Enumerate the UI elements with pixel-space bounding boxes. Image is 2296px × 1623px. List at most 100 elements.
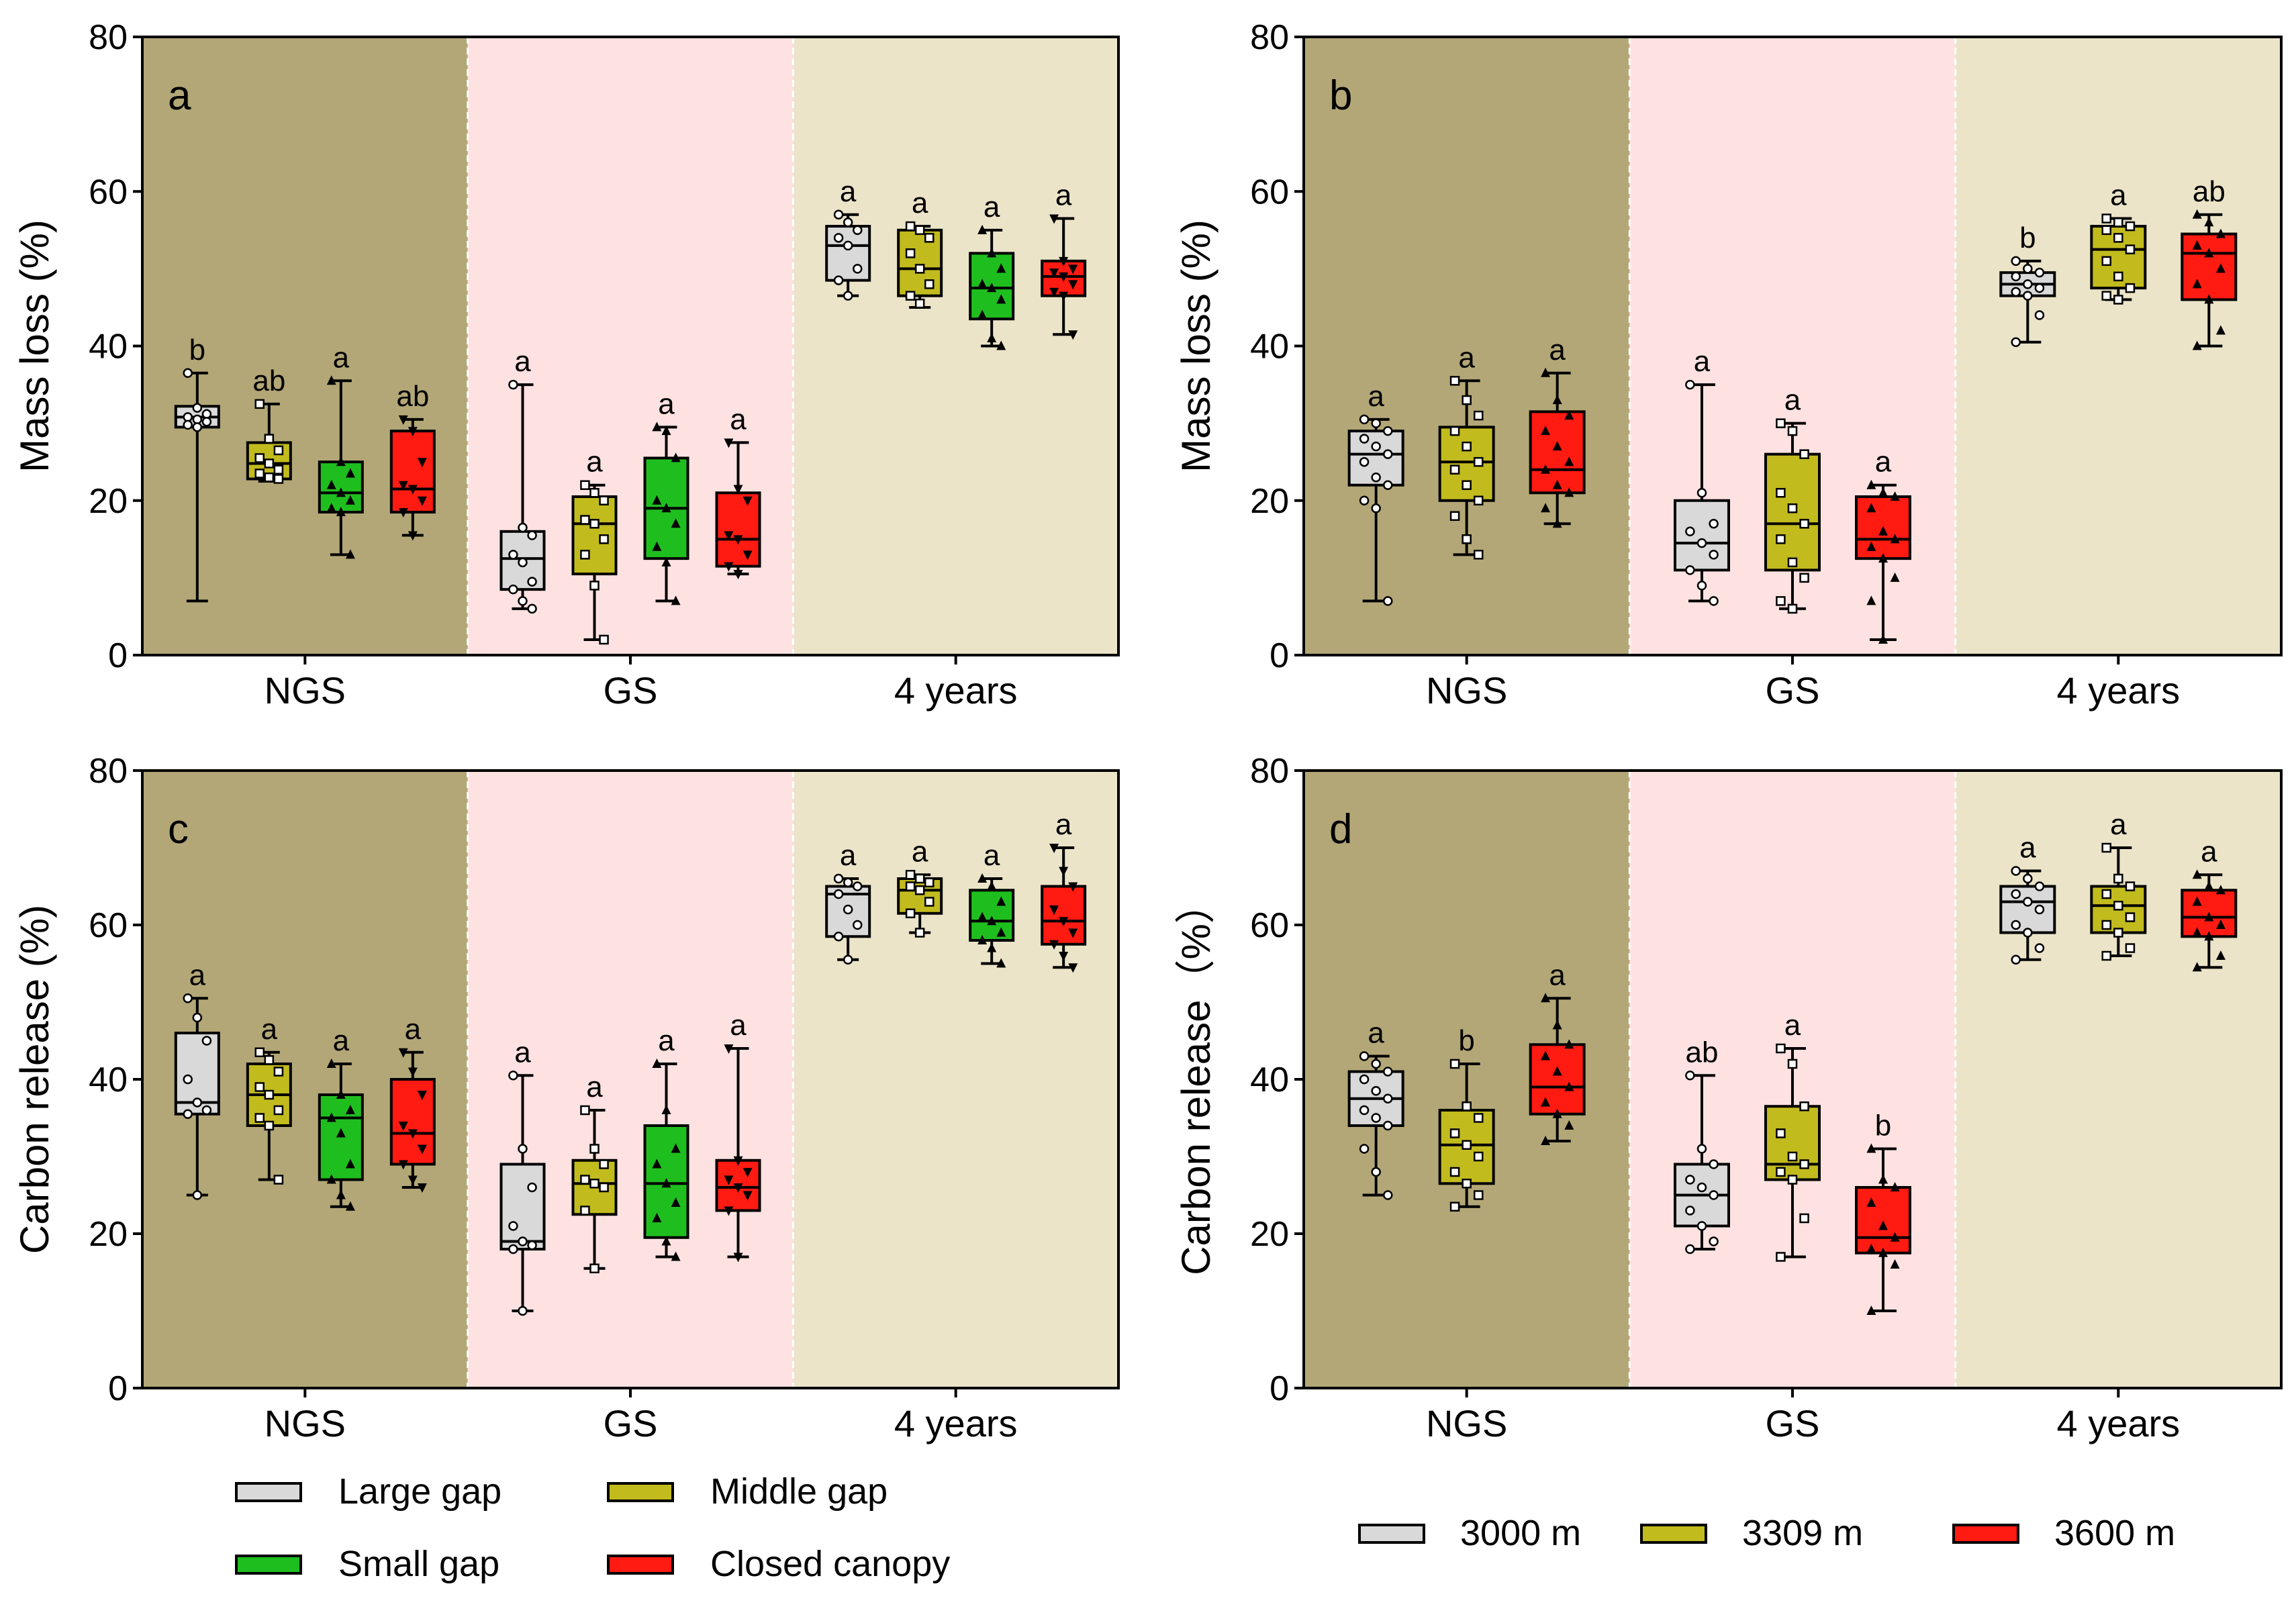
data-point — [987, 942, 997, 952]
data-point — [398, 415, 408, 425]
data-point — [905, 221, 916, 232]
data-point — [2192, 279, 2202, 289]
box-c-0-closed: a — [389, 1013, 436, 1193]
data-point — [518, 557, 528, 568]
data-point — [833, 209, 844, 220]
data-point — [1799, 573, 1809, 583]
data-point — [1541, 503, 1551, 513]
significance-letter: a — [2110, 808, 2127, 841]
data-point — [527, 577, 537, 587]
data-point — [264, 1089, 275, 1100]
data-point — [192, 1190, 203, 1200]
data-point — [1564, 487, 1574, 497]
box-c-2-small: a — [969, 839, 1015, 968]
x-category-label: NGS — [1426, 1402, 1507, 1444]
data-point — [589, 1144, 600, 1154]
significance-letter: a — [1875, 446, 1892, 479]
box-d-2-e3600: a — [2181, 835, 2238, 972]
data-point — [580, 480, 590, 490]
legend-label: 3600 m — [2054, 1513, 2175, 1553]
data-point — [408, 427, 418, 437]
data-point — [1049, 287, 1059, 297]
data-point — [1068, 963, 1078, 973]
data-point — [1787, 426, 1798, 436]
x-category-label: 4 years — [2057, 669, 2181, 711]
significance-letter: a — [912, 187, 928, 219]
legend-item-middle: Middle gap — [607, 1471, 888, 1512]
data-point — [589, 1263, 600, 1273]
data-point — [743, 1191, 753, 1201]
data-point — [924, 279, 935, 289]
y-axis-label: Carbon release (%) — [12, 905, 57, 1254]
box-c-1-large: a — [499, 1036, 546, 1316]
data-point — [1474, 495, 1484, 505]
data-point — [2101, 225, 2111, 236]
data-point — [599, 534, 609, 544]
data-point — [417, 1183, 427, 1193]
data-point — [1685, 1175, 1695, 1185]
significance-letter: a — [514, 345, 531, 378]
data-point — [508, 1071, 518, 1081]
data-point — [518, 1236, 528, 1246]
data-point — [2023, 873, 2033, 884]
data-point — [843, 240, 853, 251]
data-point — [996, 263, 1006, 273]
data-point — [724, 531, 734, 541]
box-c-2-closed: a — [1041, 808, 1087, 973]
data-point — [1371, 503, 1381, 513]
box-c-2-middle: a — [897, 835, 943, 938]
data-point — [1474, 410, 1484, 421]
data-point — [1371, 1113, 1381, 1123]
data-point — [1787, 1151, 1798, 1162]
significance-letter: a — [2019, 832, 2036, 865]
data-point — [2101, 842, 2111, 853]
data-point — [652, 541, 662, 551]
significance-letter: a — [1549, 334, 1566, 366]
significance-letter: a — [1055, 808, 1072, 841]
data-point — [905, 908, 916, 918]
box-d-0-e3000: a — [1347, 1017, 1404, 1200]
box-body — [2181, 232, 2238, 301]
box-c-1-small: a — [643, 1024, 689, 1261]
significance-letter: b — [1875, 1110, 1891, 1142]
data-point — [852, 920, 863, 930]
data-point — [1049, 844, 1059, 853]
data-point — [1866, 1143, 1876, 1153]
data-point — [996, 340, 1006, 350]
data-point — [1359, 495, 1370, 505]
data-point — [1049, 268, 1059, 279]
data-point — [1552, 479, 1562, 489]
data-point — [1878, 553, 1888, 563]
data-point — [671, 1143, 681, 1153]
legend-swatch — [235, 1555, 302, 1575]
data-point — [843, 291, 853, 301]
data-point — [336, 487, 346, 497]
data-point — [273, 464, 284, 475]
significance-letter: a — [333, 341, 350, 374]
data-point — [1776, 487, 1786, 498]
legend-item-e3309: 3309 m — [1640, 1513, 1863, 1553]
data-point — [1449, 1167, 1460, 1177]
data-point — [1359, 434, 1370, 444]
x-category-label: 4 years — [894, 1402, 1018, 1444]
data-point — [518, 1144, 528, 1154]
data-point — [345, 1105, 355, 1114]
data-point — [671, 452, 681, 462]
data-point — [273, 1105, 284, 1116]
data-point — [1709, 1190, 1719, 1200]
data-point — [852, 264, 863, 274]
data-point — [264, 458, 275, 469]
data-point — [1787, 557, 1798, 568]
significance-letter: a — [1784, 384, 1801, 417]
data-point — [1371, 1059, 1381, 1069]
box-a-0-small: a — [318, 341, 364, 559]
data-point — [1564, 410, 1574, 420]
data-point — [733, 485, 743, 495]
data-point — [843, 877, 853, 887]
data-point — [1359, 1105, 1370, 1116]
data-point — [589, 519, 600, 529]
data-point — [1462, 480, 1472, 490]
data-point — [2113, 233, 2123, 243]
box-body — [2181, 889, 2238, 938]
data-point — [661, 503, 671, 513]
